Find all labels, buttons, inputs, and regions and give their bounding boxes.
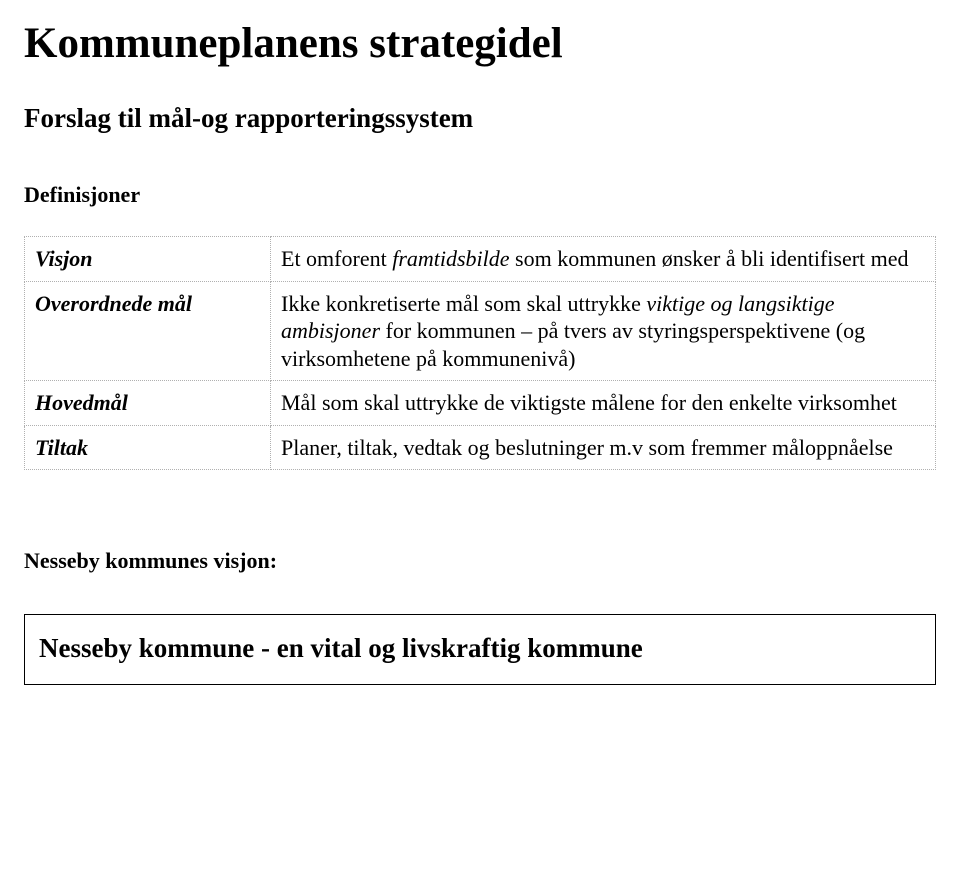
desc-tiltak: Planer, tiltak, vedtak og beslutninger m… (271, 425, 936, 470)
definitions-heading: Definisjoner (24, 182, 936, 208)
page-title: Kommuneplanens strategidel (24, 20, 936, 67)
table-row: Tiltak Planer, tiltak, vedtak og beslutn… (25, 425, 936, 470)
table-row: Hovedmål Mål som skal uttrykke de viktig… (25, 381, 936, 426)
vision-intro: Nesseby kommunes visjon: (24, 548, 936, 574)
vision-box: Nesseby kommune - en vital og livskrafti… (24, 614, 936, 685)
desc-overordnede: Ikke konkretiserte mål som skal uttrykke… (271, 281, 936, 381)
desc-text: Ikke konkretiserte mål som skal uttrykke (281, 291, 646, 316)
definitions-table: Visjon Et omforent framtidsbilde som kom… (24, 236, 936, 470)
desc-text: som kommunen ønsker å bli identifisert m… (510, 246, 909, 271)
term-visjon: Visjon (25, 237, 271, 282)
term-overordnede: Overordnede mål (25, 281, 271, 381)
term-tiltak: Tiltak (25, 425, 271, 470)
desc-visjon: Et omforent framtidsbilde som kommunen ø… (271, 237, 936, 282)
table-row: Visjon Et omforent framtidsbilde som kom… (25, 237, 936, 282)
table-row: Overordnede mål Ikke konkretiserte mål s… (25, 281, 936, 381)
desc-italic: framtidsbilde (392, 246, 509, 271)
desc-text: Et omforent (281, 246, 392, 271)
term-hovedmal: Hovedmål (25, 381, 271, 426)
desc-hovedmal: Mål som skal uttrykke de viktigste målen… (271, 381, 936, 426)
vision-text: Nesseby kommune - en vital og livskrafti… (39, 633, 921, 664)
page-subtitle: Forslag til mål-og rapporteringssystem (24, 103, 936, 134)
